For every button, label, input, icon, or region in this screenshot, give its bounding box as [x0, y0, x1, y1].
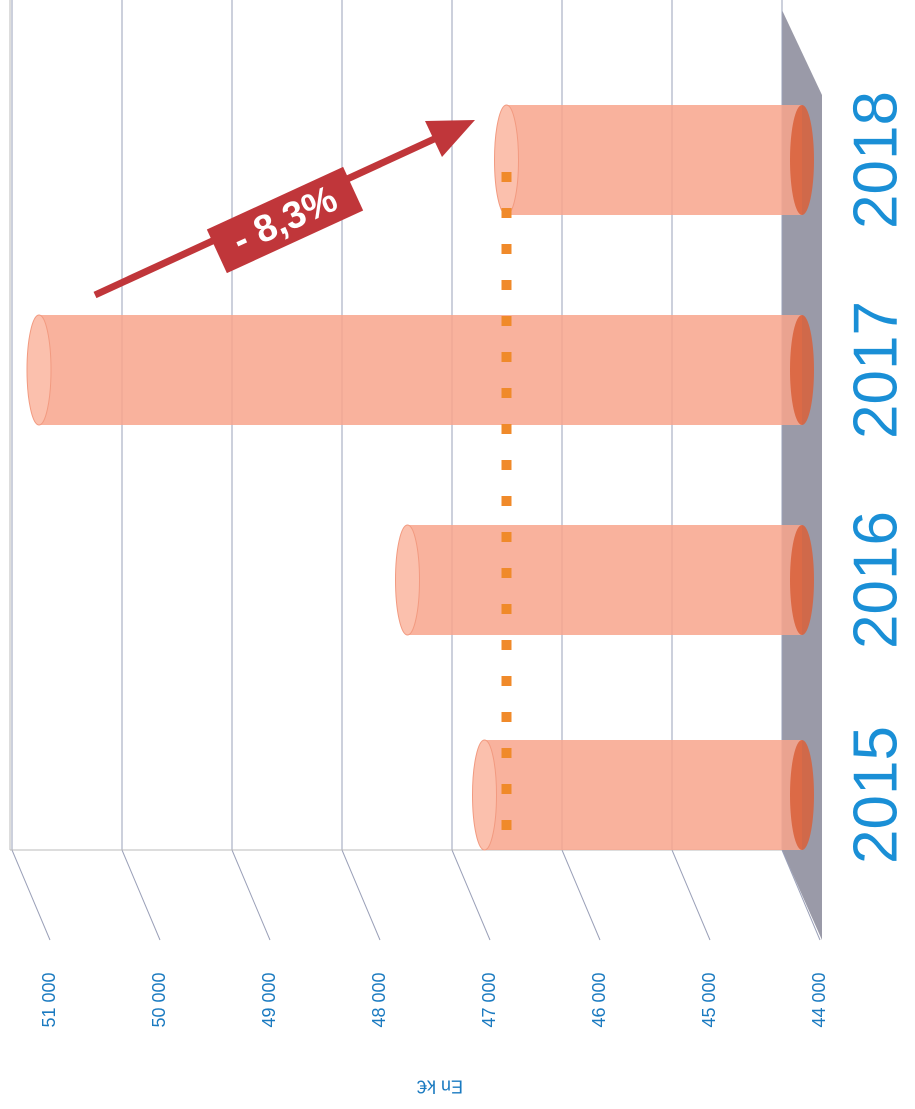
y-tick-label: 46 000	[589, 972, 609, 1027]
x-tick-label: 2017	[841, 301, 910, 439]
annotation-arrowhead	[425, 120, 475, 157]
annotation-text: - 8,3%	[226, 178, 343, 262]
bar-cap	[26, 314, 52, 426]
bar-cap	[472, 739, 497, 851]
bar	[407, 525, 802, 635]
x-tick-label: 2016	[841, 511, 910, 649]
grid-line-floor	[451, 849, 491, 941]
y-axis-label: En k€	[417, 1076, 463, 1096]
bar	[484, 740, 802, 850]
grid-line-floor	[781, 849, 821, 941]
grid-line-floor	[561, 849, 601, 941]
x-tick-label: 2018	[841, 91, 910, 229]
bar-base	[790, 525, 814, 635]
y-tick-label: 49 000	[259, 972, 279, 1027]
y-tick-label: 50 000	[149, 972, 169, 1027]
bar-base	[790, 315, 814, 425]
annotation-box	[206, 166, 364, 274]
bar-base	[790, 105, 814, 215]
x-tick-label: 2015	[841, 726, 910, 864]
y-tick-label: 44 000	[809, 972, 829, 1027]
floor	[782, 10, 822, 940]
bar-cap	[395, 524, 420, 636]
y-tick-label: 45 000	[699, 972, 719, 1027]
bar-base	[790, 740, 814, 850]
grid-line-floor	[341, 849, 381, 941]
bar	[39, 315, 802, 425]
grid-line-floor	[121, 849, 161, 941]
y-tick-label: 47 000	[479, 972, 499, 1027]
bar	[506, 105, 802, 215]
grid-line-floor	[231, 849, 271, 941]
grid-line-floor	[671, 849, 711, 941]
rotated-chart: En k€ 44 000 45 000 46 000 47 000 48 000 49 0…	[9, 0, 910, 1096]
bar-cap	[494, 104, 519, 216]
annotation: - 8,3%	[206, 166, 364, 274]
y-tick-label: 48 000	[369, 972, 389, 1027]
grid-line-floor	[11, 849, 51, 941]
y-tick-label: 51 000	[39, 972, 59, 1027]
